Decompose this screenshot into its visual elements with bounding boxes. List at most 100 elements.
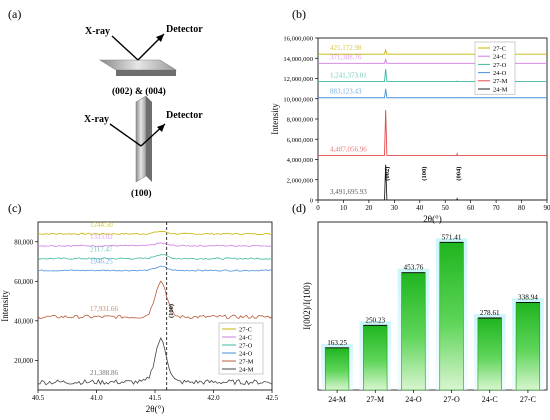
xray-beam-bottom — [109, 123, 142, 147]
flat-sample-edge — [116, 70, 176, 76]
panel-d-value-label: 163.25 — [327, 339, 347, 347]
panel-d-bar — [324, 347, 350, 391]
panel-d-value-label: 278.61 — [480, 309, 500, 317]
panel-b-peak-annotation: 425,172.98 — [330, 44, 362, 52]
panel-b-y-axis-label: Intensity — [270, 103, 280, 135]
panel-c-y-tick-label: 80,000 — [14, 239, 33, 246]
panel-d-bar — [401, 272, 426, 391]
panel-b-peak-annotation: 3,491,695.93 — [330, 188, 367, 196]
panel-b-peak-annotation: 883,123.43 — [330, 88, 362, 96]
panel-c-peak-annotation: 21,388.86 — [90, 369, 119, 377]
panel-b-x-tick-label: 40 — [416, 204, 424, 212]
panel-d-category-label: 27-O — [443, 395, 460, 404]
panel-c-legend-label: 24-C — [239, 334, 252, 341]
panel-b-x-tick-label: 80 — [518, 204, 526, 212]
panel-d-category-label: 24-M — [328, 395, 346, 404]
panel-b-y-tick-label: 6,000,000 — [287, 137, 314, 144]
panel-b-y-tick-label: 4,000,000 — [287, 157, 314, 164]
panel-c-peak-annotation: 17,931.66 — [90, 305, 119, 313]
panel-b-x-tick-label: 70 — [493, 204, 501, 212]
panel-b-peak-label: (004) — [455, 167, 462, 181]
panel-d-category-label: 27-C — [520, 395, 536, 404]
panel-c-x-tick-label: 41.5 — [149, 394, 162, 402]
panel-c-x-tick-label: 42.0 — [207, 394, 220, 402]
panel-b-series-line — [318, 68, 547, 82]
panel-b-legend-label: 24-C — [493, 54, 506, 61]
panel-b-peak-annotation: 1,241,373.01 — [330, 71, 367, 79]
panel-d-value-label: 453.76 — [404, 264, 424, 272]
panel-c-legend-box — [218, 322, 264, 375]
panel-b-series-line — [318, 58, 547, 64]
panel-d-category-label: 24-O — [405, 395, 422, 404]
panel-c-series-line — [37, 254, 273, 260]
panel-b-y-tick-label: 16,000,000 — [283, 36, 313, 43]
panel-c-legend-label: 27-C — [239, 326, 252, 333]
panel-c-peak-annotation: 1946.25 — [90, 258, 113, 266]
panel-b-x-tick-label: 20 — [365, 204, 373, 212]
panel-b-x-tick-label: 60 — [467, 204, 475, 212]
panel-d-category-label: 24-C — [482, 395, 498, 404]
panel-letter-d: (d) — [292, 201, 306, 215]
panel-b-x-tick-label: 10 — [340, 204, 348, 212]
panel-b-legend-label: 27-O — [493, 62, 507, 69]
panel-b-series-line — [318, 110, 547, 156]
panel-d-bar — [515, 302, 541, 391]
panel-b-series-line — [318, 164, 547, 201]
detector-label-bottom: Detector — [166, 110, 203, 121]
panel-b-y-tick-label: 2,000,000 — [287, 177, 314, 184]
panel-a-diagram: (a) X-ray Detector (002) & (004) X-ray D… — [8, 7, 203, 199]
panel-c-peak-annotation: 1244.50 — [90, 221, 113, 229]
panel-b-xrd-chart: 0 2,000,000 4,000,000 6,000,000 8,000,000 10,… — [270, 36, 550, 225]
panel-d-value-label: 571.41 — [442, 233, 462, 241]
panel-b-peak-annotation: 4,487,056.96 — [330, 145, 367, 153]
panel-c-x-tick-label: 40.5 — [32, 394, 45, 402]
panel-c-peak-label: (100) — [168, 304, 175, 318]
panel-c-legend-label: 24-M — [239, 366, 254, 373]
panel-c-y-tick-label: 40,000 — [14, 318, 33, 325]
panel-b-legend-box — [474, 41, 516, 95]
arrow-head-icon — [157, 124, 165, 132]
panel-d-bar — [439, 242, 464, 391]
panel-c-series-line — [37, 230, 273, 235]
panel-d-value-label: 338.94 — [518, 293, 538, 301]
panel-c-y-tick-label: 60,000 — [14, 279, 33, 286]
panel-c-series-line — [37, 280, 273, 320]
panel-letter-a: (a) — [8, 7, 21, 21]
panel-b-x-tick-label: 50 — [442, 204, 450, 212]
panel-b-x-tick-label: 30 — [391, 204, 399, 212]
panel-d-plot-frame — [317, 221, 548, 391]
panel-b-x-axis-label: 2θ(°) — [423, 214, 441, 224]
panel-c-y-axis-label: Intensity — [0, 290, 10, 322]
caption-top: (002) & (004) — [112, 86, 166, 97]
panel-c-series-line — [37, 337, 273, 386]
panel-letter-c: (c) — [8, 201, 21, 215]
panel-d-bar — [477, 317, 502, 391]
panel-d-y-axis-label: I(002)/I(100) — [302, 282, 312, 329]
panel-d-value-label: 250.23 — [365, 316, 385, 324]
panel-b-peak-label: (100) — [421, 167, 428, 181]
panel-b-y-tick-label: 14,000,000 — [283, 56, 313, 63]
panel-b-x-tick-label: 90 — [544, 204, 550, 212]
panel-b-y-tick-label: 8,000,000 — [287, 117, 314, 124]
panel-b-series-line — [318, 88, 547, 99]
panel-b-legend-label: 24-O — [493, 70, 507, 77]
panel-c-series-line — [38, 265, 273, 272]
panel-c-peak-annotation: 2117.47 — [90, 246, 113, 254]
panel-b-legend-label: 27-C — [493, 45, 506, 52]
panel-b-x-tick-label: 0 — [316, 204, 320, 212]
panel-c-x-axis-label: 2θ(°) — [146, 404, 164, 414]
caption-bottom: (100) — [131, 188, 152, 199]
panel-b-legend-label: 24-M — [493, 86, 508, 93]
panel-c-x-tick-label: 42.5 — [266, 394, 279, 402]
panel-b-y-tick-label: 12,000,000 — [283, 76, 313, 83]
panel-c-series-line — [37, 242, 273, 247]
panel-b-peak-label: (002) — [384, 167, 391, 181]
panel-c-legend-label: 27-O — [239, 342, 253, 349]
top-diffraction-setup: X-ray Detector (002) & (004) — [85, 24, 203, 97]
detector-label-top: Detector — [166, 24, 203, 35]
xray-beam-top — [111, 35, 139, 61]
panel-b-legend-label: 27-M — [493, 78, 508, 85]
bottom-diffraction-setup: X-ray Detector (100) — [84, 95, 203, 199]
panel-c-zoom-chart: 20,000 40,000 60,000 80,000 40.5 41.0 41.5 42.0… — [0, 221, 279, 414]
